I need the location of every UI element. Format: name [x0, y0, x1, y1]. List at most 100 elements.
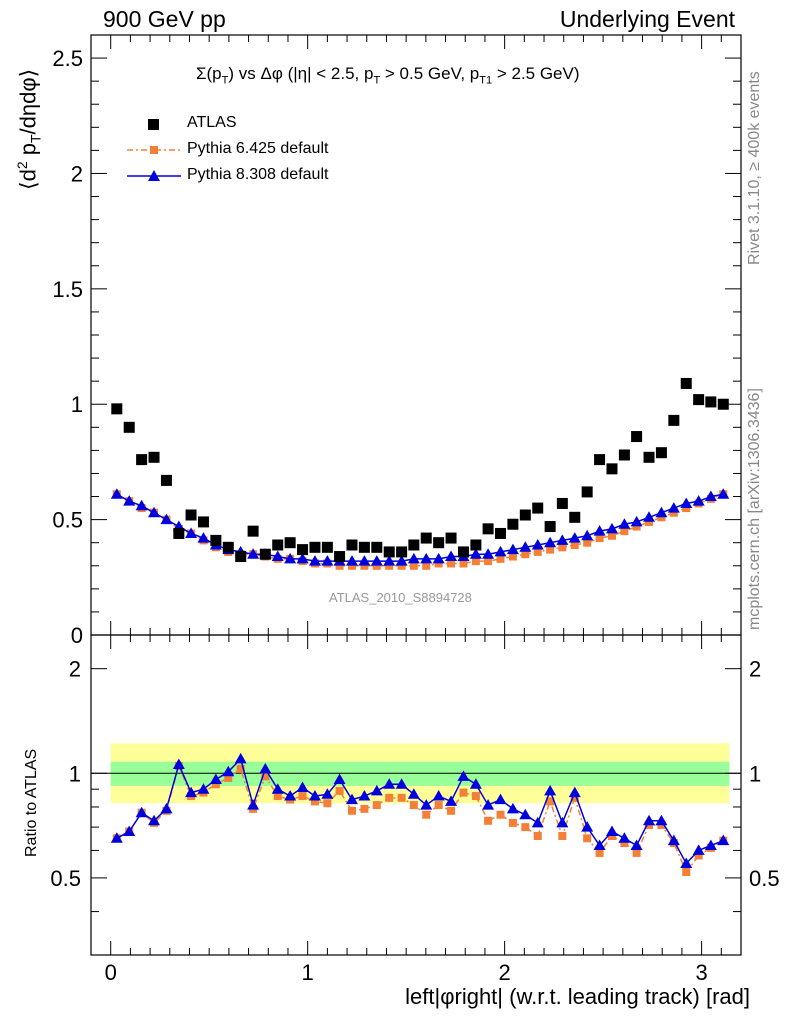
pythia6-point	[385, 561, 394, 570]
pythia8-point	[581, 529, 594, 541]
ratio-pythia8-point	[308, 790, 321, 801]
ratio-pythia6-point	[211, 780, 220, 789]
atlas-point	[173, 527, 185, 539]
pythia6-point	[335, 561, 344, 570]
pythia8-point	[345, 555, 358, 566]
legend-marker-pythia6	[127, 146, 181, 154]
pythia8-point	[482, 548, 495, 559]
atlas-point	[272, 539, 284, 551]
pythia8-point	[395, 555, 408, 566]
ratio-y-tick-label-left: 2	[69, 657, 81, 682]
y-tick-label: 1	[71, 392, 83, 417]
ratio-pythia8-point	[618, 832, 631, 843]
ratio-plot: 0 1 2 3 0.5 0.5 1 1 2 2	[50, 634, 780, 985]
atlas-point	[532, 502, 544, 514]
pythia6-point	[521, 550, 530, 559]
ratio-y-tick-label-right: 2	[749, 657, 761, 682]
pythia6-point	[657, 513, 666, 522]
ratio-y-tick-label-left: 0.5	[50, 866, 81, 891]
ratio-pythia8-point	[717, 834, 730, 846]
pythia8-point	[667, 502, 680, 513]
y-tick-label: 2	[71, 161, 83, 186]
main-y-axis-label: ⟨d2 pT/dηdφ⟩	[14, 68, 44, 190]
ratio-pythia8-point	[544, 784, 557, 796]
header-collision-label: 900 GeV pp	[103, 6, 226, 32]
pythia8-point	[110, 488, 123, 499]
ratio-pythia6-point	[434, 801, 443, 810]
ratio-pythia8-point	[407, 788, 420, 799]
ratio-pythia8-point	[704, 839, 717, 850]
ratio-y-tick-label-left: 1	[69, 761, 81, 786]
pythia8-point	[296, 552, 309, 564]
pythia8-point	[383, 555, 396, 566]
pythia6-line	[116, 493, 724, 567]
pythia8-point	[556, 534, 569, 545]
ratio-pythia6-point	[694, 851, 703, 860]
ratio-pythia8-point	[110, 832, 123, 843]
pythia6-point	[620, 527, 629, 536]
ratio-pythia6-point	[224, 773, 233, 782]
atlas-point	[383, 546, 395, 558]
atlas-point	[569, 511, 581, 523]
pythia8-point	[593, 525, 606, 536]
ratio-pythia6-point	[447, 806, 456, 815]
ratio-pythia6-point	[261, 772, 270, 781]
ratio-pythia8-point	[556, 816, 569, 828]
ratio-y-tick-label-right: 1	[749, 761, 761, 786]
ratio-pythia8-point	[395, 778, 408, 789]
ratio-pythia6-point	[595, 848, 604, 857]
ratio-pythia6-point	[298, 792, 307, 801]
ratio-pythia8-point	[469, 778, 482, 789]
ratio-pythia8-point	[383, 778, 396, 789]
ratio-pythia8-point	[234, 752, 247, 764]
atlas-point	[470, 539, 482, 551]
ratio-pythia8-point	[581, 821, 594, 832]
pythia8-point	[271, 550, 284, 562]
atlas-point	[123, 421, 135, 433]
y-tick-label: 2.5	[52, 46, 83, 71]
atlas-point	[594, 454, 606, 466]
legend-entry-atlas: ATLAS	[125, 114, 385, 134]
analysis-tag: ATLAS_2010_S8894728	[329, 590, 472, 605]
ratio-pythia8-point	[123, 825, 136, 836]
atlas-point	[445, 532, 457, 544]
ratio-pythia6-point	[335, 786, 344, 795]
ratio-pythia8-point	[370, 784, 383, 796]
ratio-pythia8-point	[457, 770, 470, 781]
pythia8-point	[655, 506, 668, 518]
pythia6-point	[645, 517, 654, 526]
ratio-pythia8-point	[209, 773, 222, 784]
plot-title: Σ(pT) vs Δφ (|η| < 2.5, pT > 0.5 GeV, pT…	[196, 64, 580, 87]
atlas-point	[519, 509, 531, 521]
atlas-point	[259, 548, 271, 560]
ratio-pythia6-point	[385, 793, 394, 802]
pythia6-point	[496, 554, 505, 563]
pythia8-point	[123, 495, 136, 506]
atlas-point	[433, 537, 445, 549]
ratio-pythia8-point	[519, 808, 532, 820]
pythia8-point	[247, 548, 260, 559]
ratio-pythia8-point	[296, 781, 309, 793]
atlas-point	[396, 546, 408, 558]
pythia8-point	[643, 511, 656, 522]
atlas-point	[222, 541, 234, 553]
pythia8-point	[494, 545, 507, 557]
atlas-point	[284, 537, 296, 549]
ratio-frame	[90, 634, 742, 956]
pythia6-point	[422, 561, 431, 570]
pythia8-point	[358, 555, 371, 566]
ratio-pythia8-point	[160, 802, 173, 814]
pythia6-point	[669, 508, 678, 517]
pythia8-point	[185, 527, 198, 538]
pythia8-point	[407, 552, 420, 564]
y-tick-label: 0.5	[52, 508, 83, 533]
atlas-point	[420, 532, 432, 544]
x-tick-label: 0	[105, 960, 117, 985]
ratio-pythia8-point	[333, 773, 346, 784]
pythia6-point	[533, 547, 542, 556]
pythia6-point	[434, 559, 443, 568]
pythia6-point	[347, 561, 356, 570]
x-tick-label: 1	[302, 960, 314, 985]
pythia6-point	[546, 545, 555, 554]
pythia8-point	[630, 515, 643, 527]
